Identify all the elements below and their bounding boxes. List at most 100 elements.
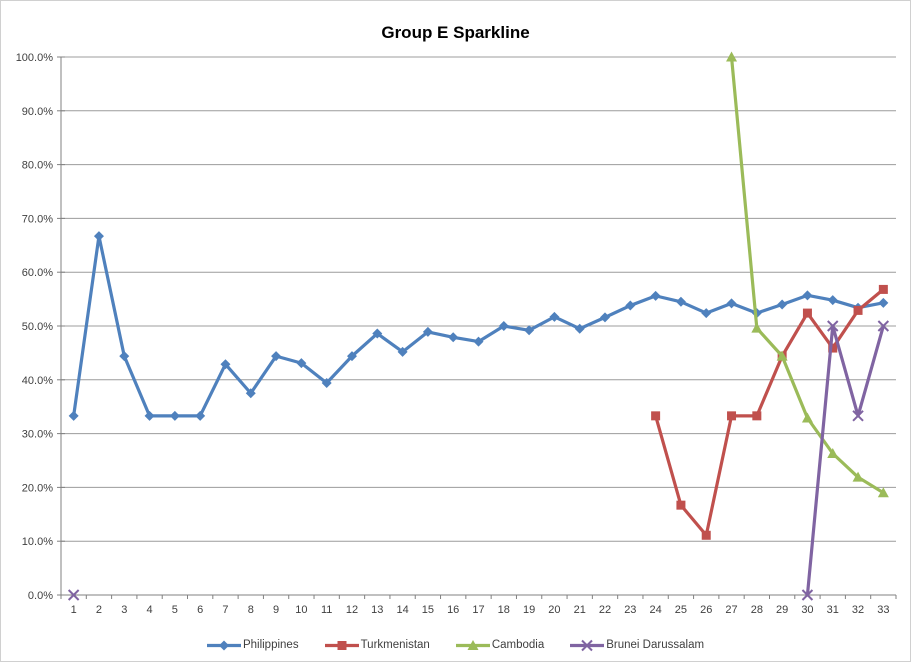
x-axis-tick-label: 25 xyxy=(675,604,687,616)
legend-item-philippines[interactable]: Philippines xyxy=(206,639,299,652)
legend-cambodia-icon xyxy=(455,639,490,650)
marker-philippines xyxy=(296,358,307,369)
marker-turkmenistan xyxy=(701,530,711,540)
y-axis-tick-label: 100.0% xyxy=(16,52,54,64)
marker-cambodia xyxy=(801,412,813,423)
marker-philippines xyxy=(650,290,661,301)
marker-turkmenistan xyxy=(676,500,686,510)
x-axis-tick-label: 6 xyxy=(197,604,203,616)
x-axis-tick-label: 8 xyxy=(248,604,254,616)
x-axis-tick-label: 27 xyxy=(725,604,737,616)
x-axis-tick-label: 12 xyxy=(346,604,358,616)
y-axis-tick-label: 90.0% xyxy=(22,106,53,118)
y-axis-tick-label: 20.0% xyxy=(22,482,53,494)
marker-philippines xyxy=(397,346,408,357)
legend-marker-turkmenistan xyxy=(337,640,347,650)
x-axis-tick-label: 7 xyxy=(222,604,228,616)
x-axis-tick-label: 1 xyxy=(71,604,77,616)
y-axis-tick-label: 80.0% xyxy=(22,160,53,172)
marker-philippines xyxy=(878,297,889,308)
marker-cambodia xyxy=(877,487,889,498)
y-axis-tick-label: 70.0% xyxy=(22,213,53,225)
marker-philippines xyxy=(169,410,180,421)
series-cambodia xyxy=(726,51,889,498)
marker-brunei-darussalam xyxy=(852,410,864,422)
marker-philippines xyxy=(524,325,535,336)
y-axis-tick-label: 50.0% xyxy=(22,321,53,333)
legend-item-cambodia[interactable]: Cambodia xyxy=(455,639,544,652)
marker-philippines xyxy=(777,299,788,310)
x-axis-tick-label: 13 xyxy=(371,604,383,616)
legend-marker-brunei-darussalam xyxy=(581,639,593,651)
marker-philippines xyxy=(245,388,256,399)
marker-brunei-darussalam xyxy=(67,589,80,601)
legend-label: Philippines xyxy=(242,639,299,651)
x-axis-tick-label: 28 xyxy=(751,604,763,616)
marker-turkmenistan xyxy=(878,284,888,294)
series-line-cambodia xyxy=(729,55,885,495)
marker-turkmenistan xyxy=(802,308,812,318)
marker-philippines xyxy=(68,410,79,421)
y-axis-tick-label: 40.0% xyxy=(22,375,53,387)
x-axis-tick-label: 32 xyxy=(852,604,864,616)
series-turkmenistan xyxy=(651,284,888,540)
x-axis-tick-label: 2 xyxy=(96,604,102,616)
marker-philippines xyxy=(473,336,484,347)
marker-turkmenistan xyxy=(752,411,762,421)
x-axis-tick-label: 24 xyxy=(649,604,661,616)
legend-turkmenistan-icon xyxy=(324,640,359,650)
marker-turkmenistan xyxy=(727,411,737,421)
marker-philippines xyxy=(220,359,231,370)
marker-philippines xyxy=(271,351,282,362)
marker-cambodia xyxy=(852,471,864,482)
x-axis-tick-label: 10 xyxy=(295,604,307,616)
x-axis-tick-label: 22 xyxy=(599,604,611,616)
x-axis-tick-label: 20 xyxy=(548,604,560,616)
x-axis-tick-label: 33 xyxy=(877,604,889,616)
y-axis-tick-label: 30.0% xyxy=(22,429,53,441)
marker-turkmenistan xyxy=(651,411,661,421)
marker-brunei-darussalam xyxy=(877,320,890,332)
marker-philippines xyxy=(726,298,737,309)
x-axis-tick-label: 18 xyxy=(498,604,510,616)
x-axis-tick-label: 5 xyxy=(172,604,178,616)
x-axis-tick-label: 15 xyxy=(422,604,434,616)
x-axis-tick-label: 11 xyxy=(321,604,332,616)
legend-item-turkmenistan[interactable]: Turkmenistan xyxy=(324,639,430,652)
marker-philippines xyxy=(144,410,155,421)
marker-cambodia xyxy=(776,350,788,361)
legend-philippines-icon xyxy=(206,640,241,650)
marker-cambodia xyxy=(827,448,839,459)
x-axis-tick-label: 21 xyxy=(574,604,586,616)
marker-turkmenistan xyxy=(828,343,838,353)
x-axis-tick-label: 16 xyxy=(447,604,459,616)
marker-philippines xyxy=(498,321,509,331)
x-axis-tick-label: 17 xyxy=(472,604,484,616)
series-brunei-darussalam xyxy=(67,320,890,601)
marker-philippines xyxy=(827,295,838,306)
marker-philippines xyxy=(600,312,611,323)
series-line-turkmenistan xyxy=(654,287,885,537)
marker-philippines xyxy=(625,300,636,311)
marker-philippines xyxy=(422,326,433,337)
x-axis-tick-label: 26 xyxy=(700,604,712,616)
marker-turkmenistan xyxy=(853,305,863,315)
marker-brunei-darussalam xyxy=(801,589,814,601)
x-axis-tick-label: 4 xyxy=(146,604,152,616)
marker-philippines xyxy=(346,351,357,362)
legend-item-brunei-darussalam[interactable]: Brunei Darussalam xyxy=(570,639,704,652)
marker-philippines xyxy=(549,311,560,322)
x-axis-tick-label: 14 xyxy=(396,604,408,616)
x-axis-tick-label: 31 xyxy=(827,604,839,616)
legend: Philippines Turkmenistan Cambodia Brunei Da… xyxy=(1,634,910,656)
marker-philippines xyxy=(372,328,383,339)
legend-marker-cambodia xyxy=(467,639,479,650)
x-axis-tick-label: 19 xyxy=(523,604,535,616)
x-axis-tick-label: 3 xyxy=(121,604,127,616)
y-axis-tick-label: 60.0% xyxy=(22,267,53,279)
marker-philippines xyxy=(195,410,206,421)
legend-brunei-darussalam-icon xyxy=(570,639,605,651)
y-axis-tick-label: 0.0% xyxy=(28,590,53,602)
